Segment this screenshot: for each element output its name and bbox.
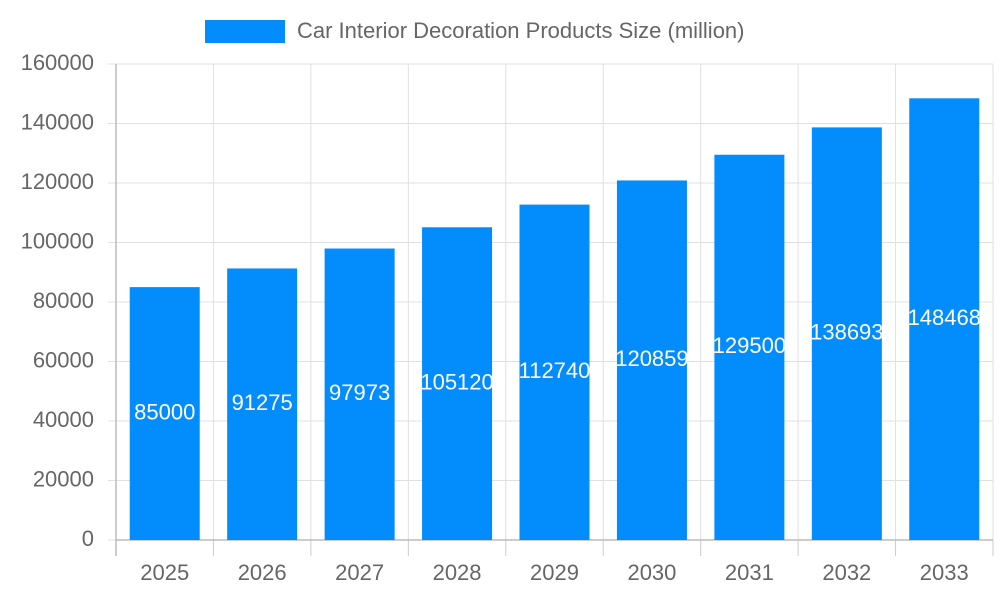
- x-tick-label: 2031: [725, 560, 774, 585]
- x-tick-label: 2026: [238, 560, 287, 585]
- legend-swatch: [205, 20, 285, 43]
- x-tick-label: 2025: [140, 560, 189, 585]
- y-tick-label: 0: [82, 526, 94, 551]
- x-tick-label: 2030: [627, 560, 676, 585]
- bar: [324, 248, 395, 540]
- bar: [129, 287, 200, 540]
- y-tick-label: 20000: [33, 466, 94, 491]
- x-tick-label: 2027: [335, 560, 384, 585]
- value-label: 91275: [232, 390, 293, 415]
- value-label: 112740: [519, 358, 591, 383]
- value-label: 120859: [615, 346, 688, 371]
- x-tick-label: 2028: [433, 560, 482, 585]
- value-label: 97973: [329, 380, 390, 405]
- bar: [909, 98, 980, 540]
- x-tick-label: 2033: [920, 560, 969, 585]
- value-label: 129500: [713, 333, 786, 358]
- y-tick-label: 160000: [21, 50, 94, 75]
- bar: [519, 204, 590, 540]
- legend-label: Car Interior Decoration Products Size (m…: [297, 18, 745, 43]
- x-tick-label: 2029: [530, 560, 579, 585]
- y-tick-label: 80000: [33, 288, 94, 313]
- x-tick-label: 2032: [822, 560, 871, 585]
- value-label: 85000: [134, 399, 195, 424]
- y-tick-label: 120000: [21, 169, 94, 194]
- y-tick-label: 40000: [33, 407, 94, 432]
- y-tick-label: 140000: [21, 109, 94, 134]
- bar: [714, 154, 785, 541]
- y-tick-label: 100000: [21, 228, 94, 253]
- bar: [811, 127, 882, 540]
- value-label: 105120: [420, 369, 493, 394]
- y-tick-label: 60000: [33, 347, 94, 372]
- bar: [227, 268, 298, 540]
- bar: [616, 180, 687, 541]
- value-label: 138693: [810, 320, 883, 345]
- value-label: 148468: [908, 305, 981, 330]
- bar: [422, 227, 493, 540]
